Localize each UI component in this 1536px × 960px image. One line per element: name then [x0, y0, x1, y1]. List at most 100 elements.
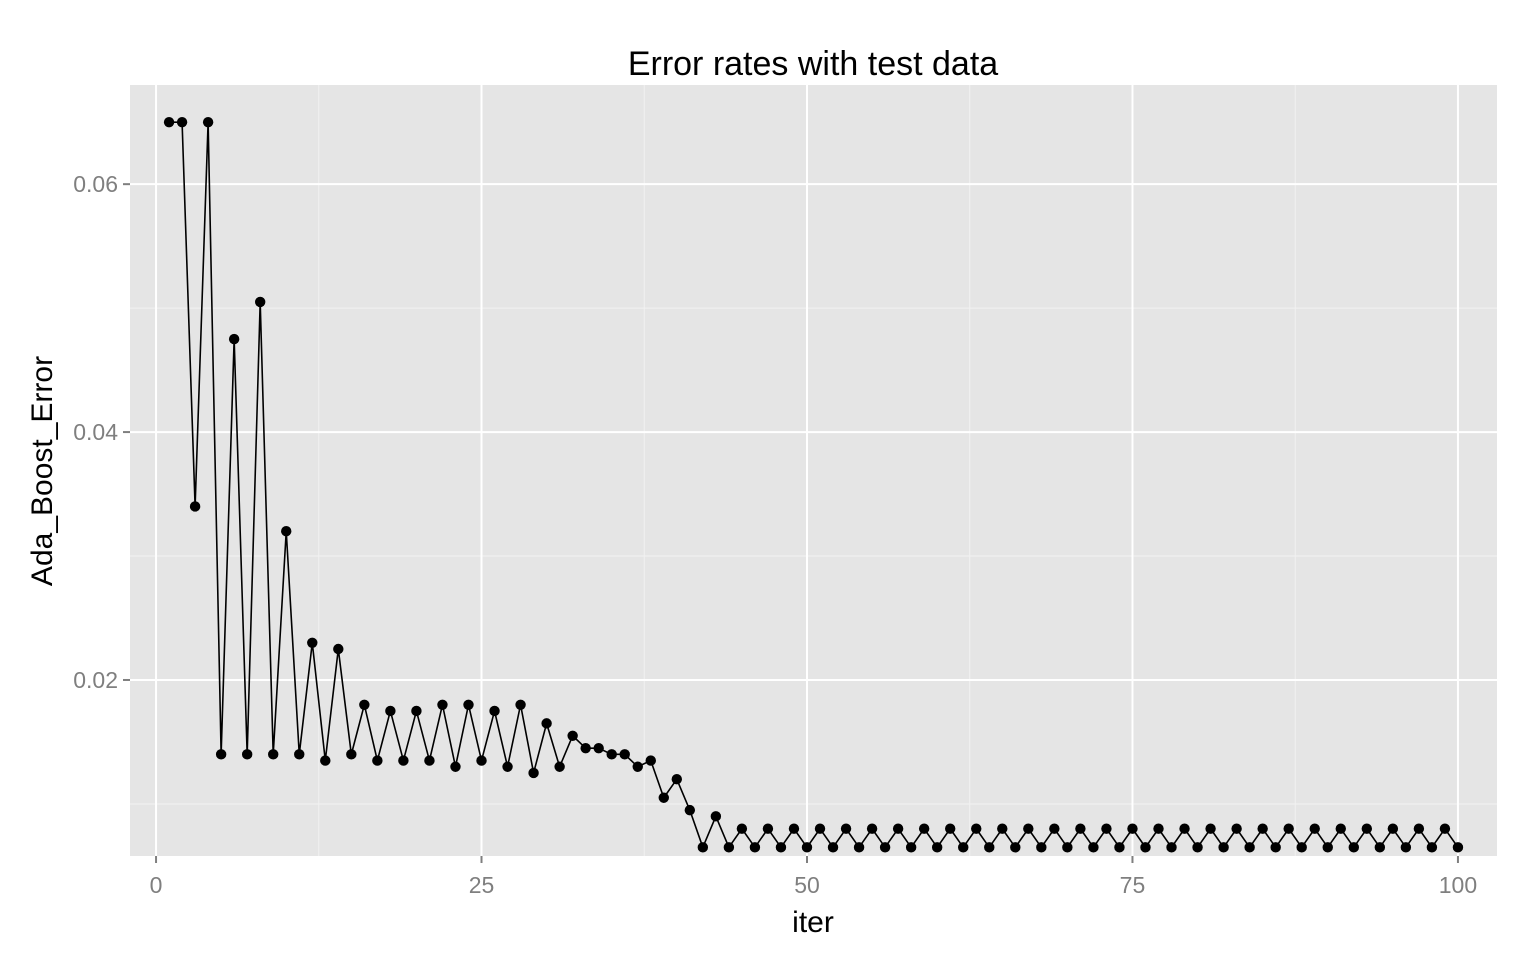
data-point: [437, 699, 448, 710]
data-point: [671, 773, 682, 785]
data-point: [398, 755, 409, 766]
data-point: [515, 699, 526, 710]
data-point: [1296, 842, 1307, 853]
x-tick-label: 50: [794, 872, 820, 898]
data-point: [958, 842, 969, 853]
data-point: [320, 755, 331, 766]
error-series-points: [163, 116, 1464, 853]
data-point: [1023, 823, 1034, 834]
data-point: [163, 116, 175, 128]
data-point: [333, 643, 344, 655]
data-point: [593, 742, 604, 754]
data-point: [931, 842, 943, 853]
data-point: [1361, 823, 1373, 834]
data-point: [1140, 842, 1151, 853]
data-point: [254, 296, 266, 308]
y-tick-label: 0.04: [73, 419, 118, 445]
data-point: [1036, 842, 1047, 853]
y-axis: 0.02 0.04 0.06: [73, 171, 130, 693]
data-point: [1257, 823, 1268, 834]
data-point: [723, 842, 735, 853]
chart-title: Error rates with test data: [628, 45, 998, 83]
data-point: [580, 742, 591, 754]
data-point: [176, 116, 188, 128]
data-point: [411, 705, 422, 717]
data-point: [945, 823, 956, 834]
data-point: [1205, 823, 1216, 834]
x-axis: 0 25 50 75 100: [150, 856, 1477, 898]
data-point: [1218, 842, 1229, 853]
x-tick-label: 25: [469, 872, 495, 898]
data-point: [984, 842, 995, 853]
data-point: [1374, 842, 1386, 853]
data-point: [645, 755, 656, 766]
data-point: [1166, 842, 1177, 853]
data-point: [1335, 823, 1346, 834]
data-point: [736, 823, 748, 834]
data-point: [905, 842, 917, 853]
data-point: [1062, 842, 1073, 853]
data-point: [1244, 842, 1255, 853]
data-point: [606, 749, 617, 760]
data-point: [684, 804, 696, 816]
data-point: [749, 842, 761, 853]
data-point: [1400, 842, 1412, 853]
data-point: [202, 116, 214, 128]
data-point: [476, 755, 487, 766]
data-point: [658, 792, 669, 803]
minor-gridlines: [130, 85, 1497, 856]
data-point: [463, 699, 474, 710]
y-axis-title: Ada_Boost_Error: [26, 356, 59, 586]
data-point: [1010, 842, 1021, 853]
data-point: [189, 501, 201, 512]
data-point: [1231, 823, 1242, 834]
data-point: [1426, 842, 1438, 853]
data-point: [788, 823, 800, 834]
data-point: [632, 761, 643, 772]
data-point: [853, 842, 865, 853]
data-point: [1049, 823, 1060, 834]
data-point: [1283, 823, 1294, 834]
data-point: [775, 842, 787, 853]
data-point: [1309, 823, 1320, 834]
data-point: [762, 823, 774, 834]
data-point: [1101, 823, 1112, 834]
data-point: [241, 749, 253, 760]
data-point: [997, 823, 1008, 834]
data-point: [554, 761, 565, 772]
x-tick-label: 75: [1120, 872, 1146, 898]
x-tick-label: 100: [1439, 872, 1477, 898]
data-point: [1322, 842, 1333, 853]
data-point: [215, 749, 227, 760]
data-point: [1270, 842, 1281, 853]
data-point: [489, 705, 500, 717]
data-point: [1413, 823, 1425, 834]
data-point: [892, 823, 904, 834]
data-point: [840, 823, 852, 834]
y-tick-label: 0.02: [73, 667, 118, 693]
data-point: [346, 749, 357, 760]
data-point: [697, 842, 709, 853]
data-point: [372, 755, 383, 766]
data-point: [1387, 823, 1399, 834]
data-point: [424, 755, 435, 766]
error-series-line: [169, 121, 1459, 849]
x-axis-title: iter: [792, 906, 834, 939]
data-point: [801, 842, 813, 853]
data-point: [1439, 823, 1451, 834]
data-point: [281, 526, 292, 537]
data-point: [879, 842, 891, 853]
data-point: [385, 705, 396, 717]
data-point: [359, 699, 370, 710]
data-point: [1153, 823, 1164, 834]
data-point: [1179, 823, 1190, 834]
data-point: [502, 761, 513, 772]
data-point: [1075, 823, 1086, 834]
data-point: [268, 749, 279, 760]
data-point: [528, 767, 539, 779]
data-point: [567, 730, 578, 741]
series-line: [169, 121, 1459, 849]
data-point: [294, 749, 305, 760]
data-point: [1088, 842, 1099, 853]
data-point: [971, 823, 982, 834]
